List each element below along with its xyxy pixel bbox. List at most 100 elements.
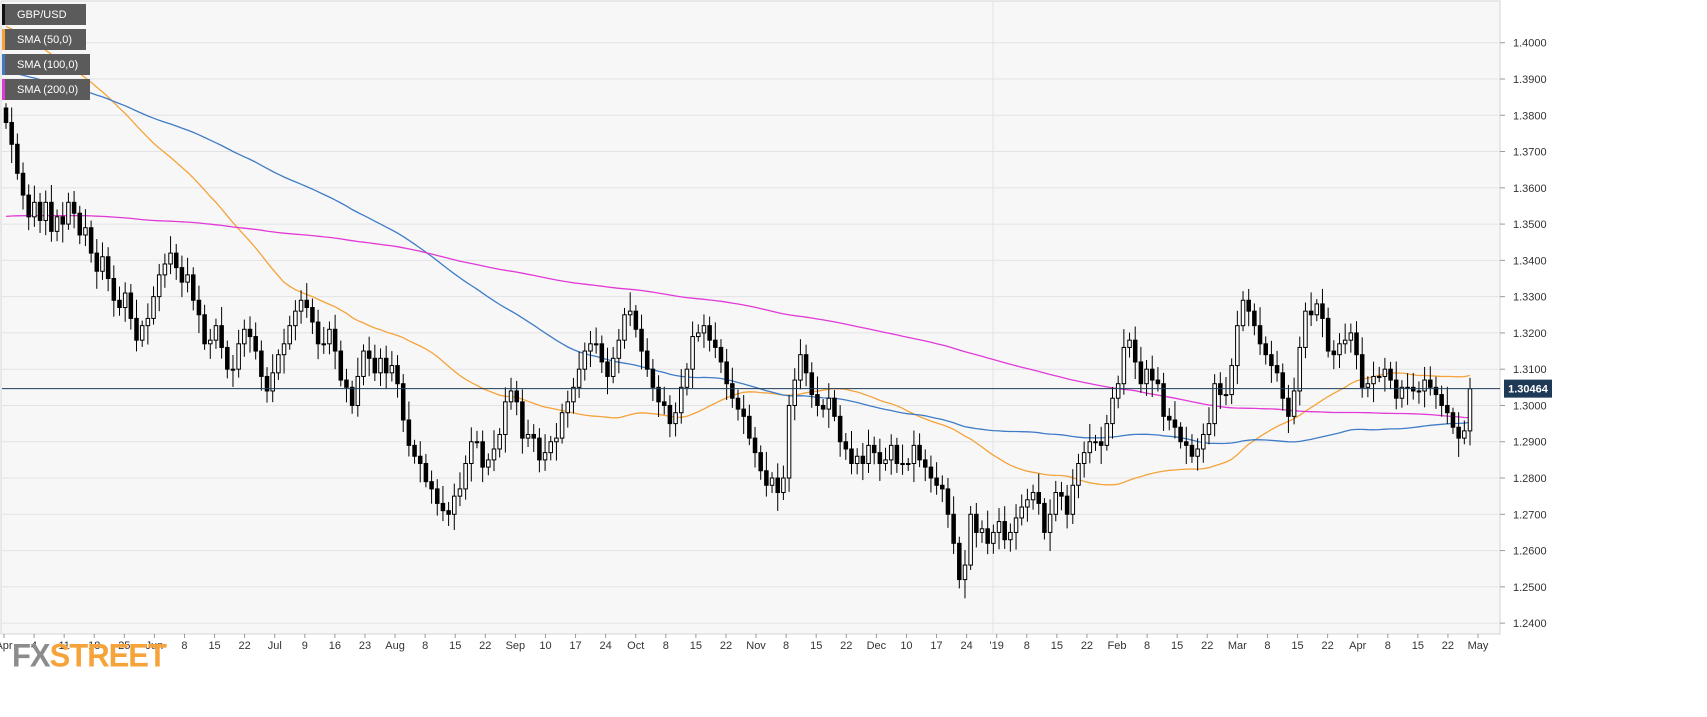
- y-tick-label: 1.3700: [1513, 147, 1547, 159]
- candle: [605, 347, 610, 395]
- x-tick-label: Dec: [867, 640, 887, 652]
- candle-body: [554, 437, 559, 443]
- candle-body: [122, 292, 128, 309]
- candle-body: [951, 513, 956, 544]
- candle-body: [928, 466, 934, 479]
- candle-body: [480, 441, 485, 468]
- candle: [820, 399, 826, 418]
- candle: [1138, 346, 1144, 393]
- candle-body: [730, 383, 735, 399]
- candle: [1280, 363, 1286, 411]
- x-tick-label: 22: [720, 640, 732, 652]
- candle: [792, 368, 798, 421]
- candle-body: [242, 328, 247, 345]
- candle-body: [469, 441, 474, 465]
- candle-body: [1280, 372, 1286, 399]
- candle-body: [179, 267, 185, 283]
- candle: [803, 344, 809, 387]
- candle-body: [1053, 492, 1059, 515]
- candle: [996, 508, 1002, 550]
- candle: [809, 362, 815, 408]
- candle-body: [1047, 513, 1053, 533]
- candle-body: [713, 339, 718, 348]
- candle: [775, 463, 780, 511]
- candle: [400, 374, 406, 432]
- candle: [264, 367, 270, 403]
- candle: [287, 315, 292, 350]
- candle-body: [1064, 495, 1070, 515]
- legend-item-sma200[interactable]: SMA (200,0): [2, 79, 91, 100]
- candle-body: [639, 328, 644, 352]
- candle: [1456, 412, 1461, 457]
- candle: [406, 401, 412, 457]
- x-tick-label: Nov: [746, 640, 766, 652]
- y-tick-label: 1.2400: [1513, 618, 1547, 630]
- legend-item-sma100[interactable]: SMA (100,0): [2, 54, 91, 75]
- legend-item-gbpusd[interactable]: GBP/USD: [2, 4, 86, 25]
- candle-body: [832, 397, 837, 417]
- candle: [633, 305, 639, 338]
- candle: [43, 190, 48, 236]
- candle: [276, 349, 281, 380]
- x-tick-label: Feb: [1108, 640, 1127, 652]
- candle-body: [1297, 346, 1303, 392]
- candle-body: [1059, 492, 1064, 497]
- x-tick-label: Apr: [0, 640, 13, 652]
- candle-body: [1019, 506, 1024, 519]
- candle: [673, 402, 678, 437]
- candle: [940, 475, 945, 503]
- candle: [190, 267, 196, 311]
- candle-body: [1354, 332, 1359, 356]
- candle: [758, 445, 763, 480]
- candle: [1229, 358, 1234, 405]
- y-tick-label: 1.3900: [1513, 74, 1547, 86]
- x-tick-label: 15: [1171, 640, 1183, 652]
- candle: [208, 328, 213, 359]
- candle-body: [497, 433, 502, 450]
- candle: [1246, 288, 1251, 327]
- candle: [315, 309, 321, 360]
- candle-body: [849, 448, 854, 465]
- candle-body: [1467, 388, 1473, 432]
- candle-body: [1076, 463, 1081, 486]
- candle: [1212, 374, 1217, 437]
- x-tick-label: 15: [1291, 640, 1303, 652]
- candle-body: [60, 216, 66, 225]
- candle: [1399, 380, 1405, 408]
- candle: [1047, 499, 1053, 552]
- legend-item-sma50[interactable]: SMA (50,0): [2, 29, 86, 50]
- candle: [1189, 434, 1195, 463]
- candle-body: [1093, 441, 1098, 444]
- x-tick-label: 15: [690, 640, 702, 652]
- candle: [298, 290, 304, 324]
- candle: [338, 340, 344, 387]
- candle: [1030, 484, 1036, 510]
- candle-body: [1337, 343, 1342, 356]
- candle: [911, 430, 917, 483]
- candle-body: [474, 441, 480, 444]
- x-tick-label: 10: [900, 640, 912, 652]
- candle: [355, 357, 361, 417]
- x-tick-label: 24: [960, 640, 972, 652]
- candle-body: [452, 495, 457, 515]
- candle: [259, 340, 264, 391]
- candle: [361, 344, 366, 386]
- candle-body: [1291, 390, 1297, 417]
- candle: [32, 185, 37, 227]
- candle: [332, 314, 338, 370]
- candle-body: [270, 372, 275, 392]
- legend-swatch: [2, 54, 5, 75]
- candle-body: [1382, 368, 1388, 377]
- candle: [1104, 414, 1110, 451]
- x-tick-label: 8: [1024, 640, 1030, 652]
- candle-body: [707, 325, 712, 341]
- x-tick-label: Jun: [146, 640, 164, 652]
- candle-body: [837, 415, 843, 443]
- candle: [1297, 336, 1303, 406]
- y-tick-label: 1.2600: [1513, 546, 1547, 558]
- candle: [1166, 408, 1172, 431]
- legend-label: GBP/USD: [17, 8, 67, 21]
- candle-body: [1149, 368, 1155, 381]
- x-tick-label: 22: [1081, 640, 1093, 652]
